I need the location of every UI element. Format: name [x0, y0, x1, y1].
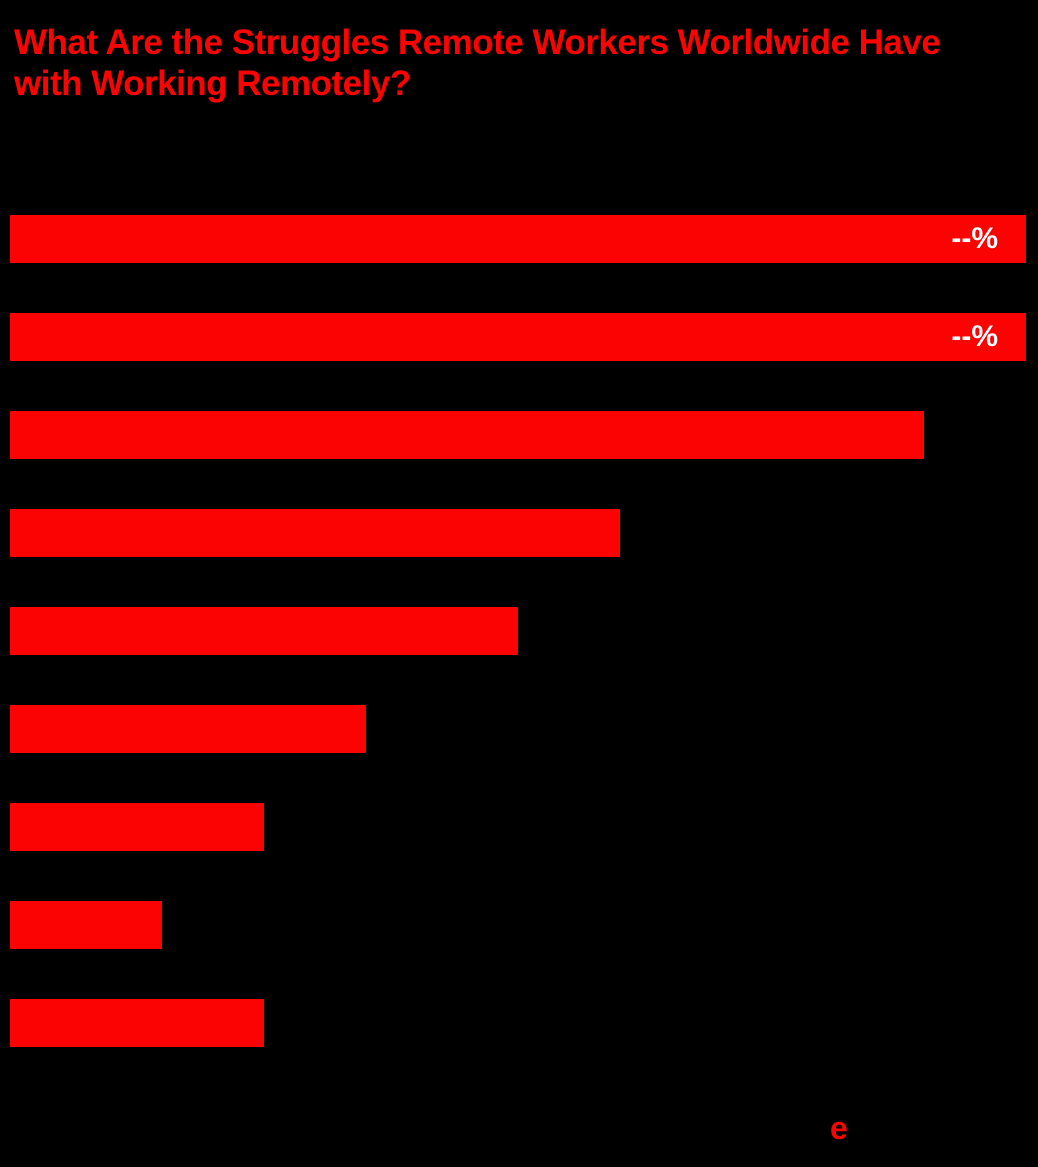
- bar: --%: [10, 215, 1026, 263]
- bar-row: [10, 803, 1026, 851]
- bar: [10, 999, 264, 1047]
- bar: [10, 411, 925, 459]
- bar-row: [10, 411, 1026, 459]
- bar-row: --%: [10, 313, 1026, 361]
- bar-row: [10, 705, 1026, 753]
- bar-value-label: --%: [951, 320, 998, 353]
- bar-row: [10, 901, 1026, 949]
- bar-row: --%: [10, 215, 1026, 263]
- bar-value-label: --%: [951, 222, 998, 255]
- chart-title: What Are the Struggles Remote Workers Wo…: [14, 23, 941, 103]
- bar-chart: --% --%: [10, 215, 1026, 1097]
- bar: [10, 509, 620, 557]
- bar-row: [10, 607, 1026, 655]
- emarketer-logo-glyph: e: [830, 1110, 848, 1146]
- bar-row: [10, 509, 1026, 557]
- bar: [10, 607, 518, 655]
- bar: --%: [10, 313, 1026, 361]
- bar: [10, 803, 264, 851]
- bar-row: [10, 999, 1026, 1047]
- bar: [10, 705, 366, 753]
- bar: [10, 901, 163, 949]
